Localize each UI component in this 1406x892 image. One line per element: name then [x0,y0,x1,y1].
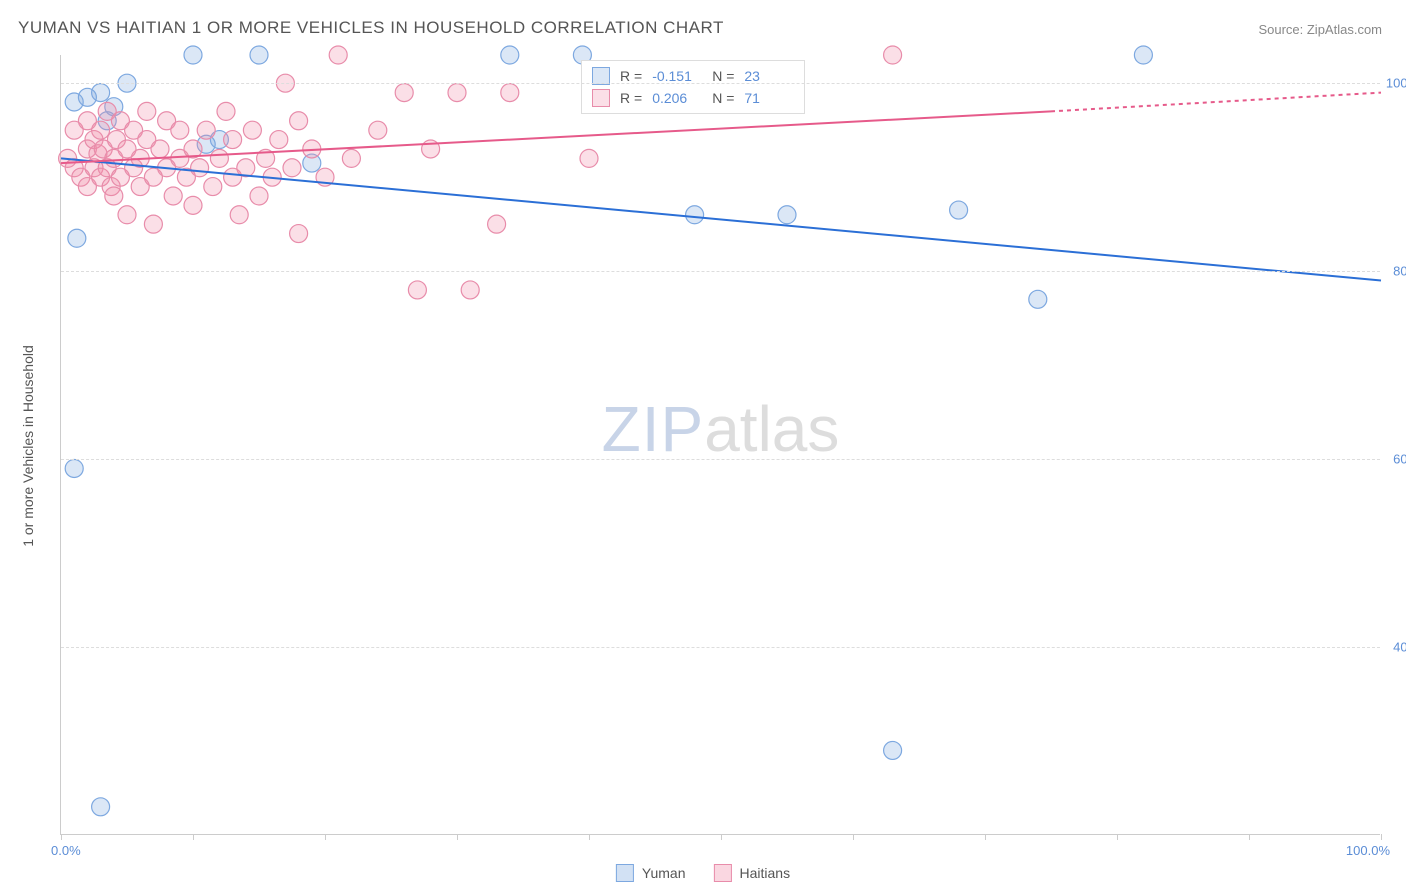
r-label: R = [620,90,642,106]
n-value: 23 [744,68,794,84]
y-tick-label: 100.0% [1386,76,1406,91]
r-value: -0.151 [652,68,702,84]
n-label: N = [712,90,734,106]
x-label-min: 0.0% [51,843,81,858]
n-value: 71 [744,90,794,106]
legend-correlation: R = -0.151 N = 23 R = 0.206 N = 71 [581,60,805,114]
plot-svg [61,55,1380,834]
swatch-haitians-icon [714,864,732,882]
y-tick-label: 40.0% [1393,640,1406,655]
swatch-haitians [592,89,610,107]
source-label: Source: ZipAtlas.com [1258,22,1382,37]
r-label: R = [620,68,642,84]
swatch-yuman-icon [616,864,634,882]
legend-item-haitians: Haitians [714,864,791,882]
y-axis-title: 1 or more Vehicles in Household [20,345,36,547]
x-label-max: 100.0% [1346,843,1390,858]
y-tick-label: 60.0% [1393,452,1406,467]
y-tick-label: 80.0% [1393,264,1406,279]
legend-item-yuman: Yuman [616,864,686,882]
legend-label: Haitians [740,865,791,881]
chart-title: YUMAN VS HAITIAN 1 OR MORE VEHICLES IN H… [18,18,724,38]
r-value: 0.206 [652,90,702,106]
legend-label: Yuman [642,865,686,881]
legend-row-haitians: R = 0.206 N = 71 [592,87,794,109]
chart-area: ZIPatlas R = -0.151 N = 23 R = 0.206 N =… [60,55,1380,835]
n-label: N = [712,68,734,84]
legend-series: Yuman Haitians [616,864,790,882]
